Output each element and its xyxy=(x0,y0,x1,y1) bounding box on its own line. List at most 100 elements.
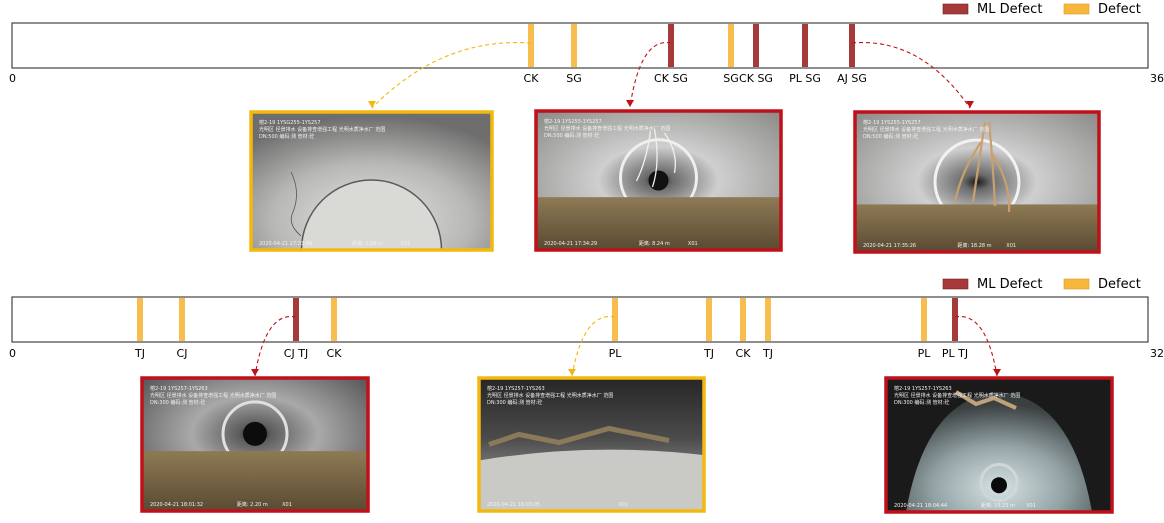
legend-ml-swatch xyxy=(942,3,969,15)
overlay-distance: 距离: 2.20 m xyxy=(237,501,268,508)
marker-label: SG xyxy=(723,72,739,85)
arrowhead xyxy=(251,369,259,376)
callout-arrow xyxy=(954,315,998,377)
overlay-distance: 距离: 15.23 m xyxy=(981,502,1015,509)
overlay-camera: X01 xyxy=(688,241,698,247)
defect-marker xyxy=(137,298,143,341)
defect-markers xyxy=(528,24,855,67)
overlay-distance: 距离: 18.28 m xyxy=(957,242,991,249)
callout-arrow xyxy=(254,315,297,377)
defect-marker xyxy=(728,24,734,67)
callout-arrows xyxy=(251,315,1001,377)
image-frame xyxy=(534,109,783,252)
ml-defect-marker xyxy=(849,24,855,67)
legend-defect-label: Defect xyxy=(1098,2,1141,17)
axis-max-label: 364 xyxy=(1150,72,1164,85)
callout-arrows xyxy=(368,41,974,109)
ml-defect-marker xyxy=(952,298,958,341)
axis-min-label: 0 xyxy=(9,347,16,360)
overlay-distance: 距离: 1.88 m xyxy=(352,240,383,247)
overlay-timestamp: 2020-04-21 18:03:05 xyxy=(487,502,540,508)
overlay-timestamp: 2020-04-21 17:35:26 xyxy=(863,243,916,249)
overlay-text: 光明区 径景排水 设备排查增强工程 光明水质净水厂 范围 xyxy=(863,126,989,133)
arrowhead xyxy=(626,100,634,107)
arrowhead xyxy=(966,101,974,108)
legend: ML Defect Defect xyxy=(942,277,1141,292)
overlay-text: 榕2-19 1YS257-1YS263 xyxy=(894,385,952,392)
legend-defect-swatch xyxy=(1063,278,1090,290)
overlay-text: DN:300 编码:测 管材:砼 xyxy=(894,399,949,406)
legend-ml-label: ML Defect xyxy=(977,2,1042,17)
defect-markers xyxy=(137,298,958,341)
defect-marker xyxy=(571,24,577,67)
marker-label: TJ xyxy=(762,347,773,360)
overlay-text: 榕2-19 1YS255-1YS257 xyxy=(863,119,921,126)
overlay-text: DN:500 编码:测 管材:砼 xyxy=(259,133,314,140)
callout-arrow xyxy=(371,41,532,109)
callout-arrow xyxy=(851,41,971,109)
overlay-camera: X01 xyxy=(1006,243,1016,249)
overlay-camera: X01 xyxy=(282,502,292,508)
image-frame xyxy=(853,110,1101,254)
overlay-timestamp: 2020-04-21 17:33:49 xyxy=(259,241,312,247)
defect-marker xyxy=(921,298,927,341)
overlay-text: 榕2-19 1YSG255-1YS257 xyxy=(259,119,321,126)
defect-marker xyxy=(612,298,618,341)
marker-labels: TJ CJ CJ TJ CK PL TJ CK TJ PL PL TJ xyxy=(134,347,968,360)
timeline-panel-2: ML Defect Defect TJ CJ CJ TJ CK PL TJ CK TJ PL PL… xyxy=(9,277,1164,514)
defect-marker xyxy=(740,298,746,341)
marker-label: CK xyxy=(524,72,540,85)
ml-defect-marker xyxy=(802,24,808,67)
marker-label: PL xyxy=(609,347,623,360)
marker-label: PL SG xyxy=(789,72,821,85)
overlay-timestamp: 2020-04-21 18:01:32 xyxy=(150,502,203,508)
legend-defect-swatch xyxy=(1063,3,1090,15)
overlay-text: 光明区 径景排水 设备排查增强工程 光明水质净水厂 范围 xyxy=(259,126,385,133)
overlay-text: 榕2-19 1YS257-1YS263 xyxy=(487,385,545,392)
overlay-camera: X01 xyxy=(619,502,629,508)
arrowhead xyxy=(568,369,576,376)
marker-label: SG xyxy=(566,72,582,85)
ml-defect-marker xyxy=(293,298,299,341)
marker-label: TJ xyxy=(134,347,145,360)
marker-label: CJ TJ xyxy=(284,347,308,360)
ml-defect-marker xyxy=(753,24,759,67)
legend-ml-label: ML Defect xyxy=(977,277,1042,292)
marker-label: CK SG xyxy=(739,72,773,85)
marker-label: TJ xyxy=(703,347,714,360)
overlay-text: 榕2-19 1YS255-1YS257 xyxy=(544,118,602,125)
overlay-text: 光明区 径景排水 设备排查增强工程 光明水质净水厂 范围 xyxy=(150,392,276,399)
overlay-camera: X01 xyxy=(400,241,410,247)
overlay-text: DN:300 编码:测 管材:砼 xyxy=(150,399,205,406)
defect-marker xyxy=(331,298,337,341)
marker-labels: CK SG CK SG SG CK SG PL SG AJ SG xyxy=(524,72,867,85)
marker-label: CK xyxy=(736,347,752,360)
overlay-text: DN:500 编码:测 管材:砼 xyxy=(544,132,599,139)
marker-label: PL xyxy=(918,347,932,360)
legend: ML Defect Defect xyxy=(942,2,1141,17)
axis-min-label: 0 xyxy=(9,72,16,85)
ml-defect-marker xyxy=(668,24,674,67)
overlay-camera: X01 xyxy=(1026,503,1036,509)
overlay-distance: 距离: 8.24 m xyxy=(639,240,670,247)
marker-label: PL TJ xyxy=(942,347,968,360)
overlay-text: DN:500 编码:测 管材:砼 xyxy=(863,133,918,140)
arrowhead xyxy=(368,101,376,108)
arrowhead xyxy=(993,369,1001,376)
overlay-text: DN:300 编码:测 管材:砼 xyxy=(487,399,542,406)
image-frame xyxy=(477,376,706,513)
defect-marker xyxy=(179,298,185,341)
overlay-text: 榕2-19 1YS257-1YS263 xyxy=(150,385,208,392)
axis-max-label: 328 xyxy=(1150,347,1164,360)
defect-marker xyxy=(528,24,534,67)
image-frame xyxy=(884,376,1114,514)
pipe-timeline-bar xyxy=(11,22,1149,69)
overlay-text: 光明区 径景排水 设备排查增强工程 光明水质净水厂 范围 xyxy=(894,392,1020,399)
marker-label: CJ xyxy=(177,347,188,360)
